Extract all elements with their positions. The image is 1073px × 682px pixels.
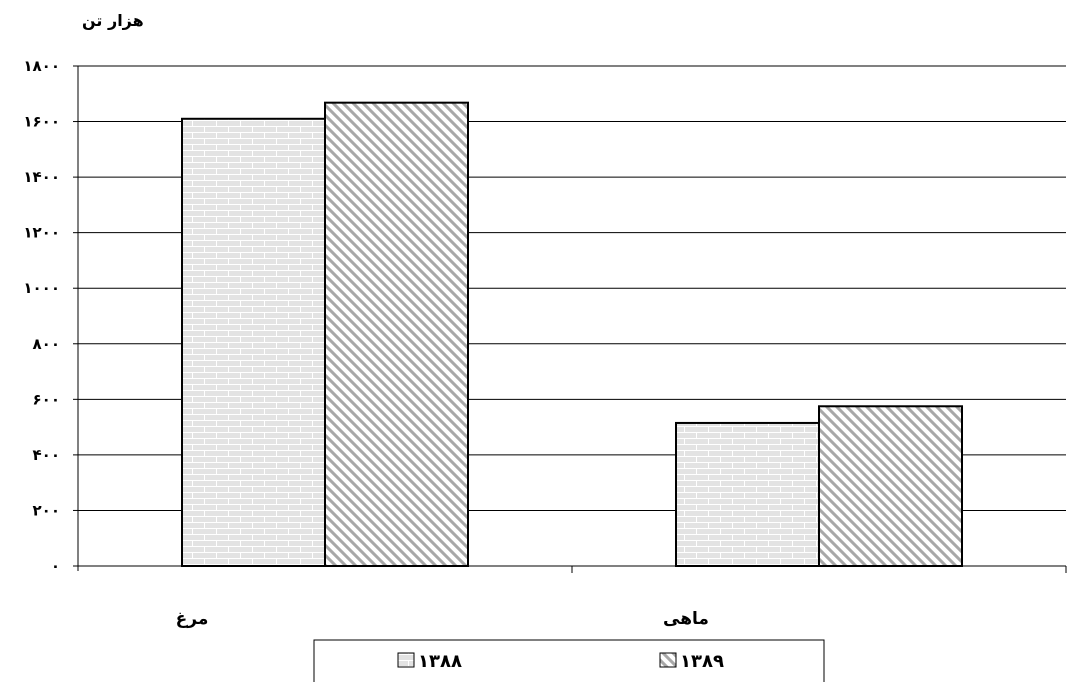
bar-2-series-2 [818,405,963,567]
category-labels: مرغ ماهی [176,609,709,629]
y-tick-label-1200: ۱۲۰۰ [23,224,60,242]
y-tick-label-600: ۶۰۰ [33,390,60,408]
bars [181,101,963,568]
bar-1-series-2 [324,101,469,568]
y-tick-label-800: ۸۰۰ [33,335,60,353]
legend-box [313,639,825,682]
legend-swatch-1388 [397,652,415,668]
y-tick-labels: ۰ ۲۰۰ ۴۰۰ ۶۰۰ ۸۰۰ ۱۰۰۰ ۱۲۰۰ ۱۴۰۰ ۱۶۰۰ ۱۸۰۰ [23,57,60,575]
y-tick-label-1800: ۱۸۰۰ [23,57,60,75]
legend-swatch-1389 [659,652,677,668]
bar-2-series-1 [675,421,820,568]
y-tick-label-0: ۰ [51,557,60,575]
bar-1-series-1 [181,117,326,568]
y-tick-label-1000: ۱۰۰۰ [23,279,60,297]
y-tick-label-200: ۲۰۰ [33,501,60,519]
legend-label-1388: ۱۳۸۸ [418,651,462,672]
legend: ۱۳۸۸ ۱۳۸۹ [313,639,825,682]
category-label-1: مرغ [176,609,209,629]
y-unit-label: هزار تن [82,11,144,30]
category-label-2: ماهی [663,609,709,629]
legend-label-1389: ۱۳۸۹ [680,651,724,672]
y-tick-label-1400: ۱۴۰۰ [23,168,60,186]
y-tick-label-400: ۴۰۰ [33,446,60,464]
y-tick-label-1600: ۱۶۰۰ [23,113,60,131]
